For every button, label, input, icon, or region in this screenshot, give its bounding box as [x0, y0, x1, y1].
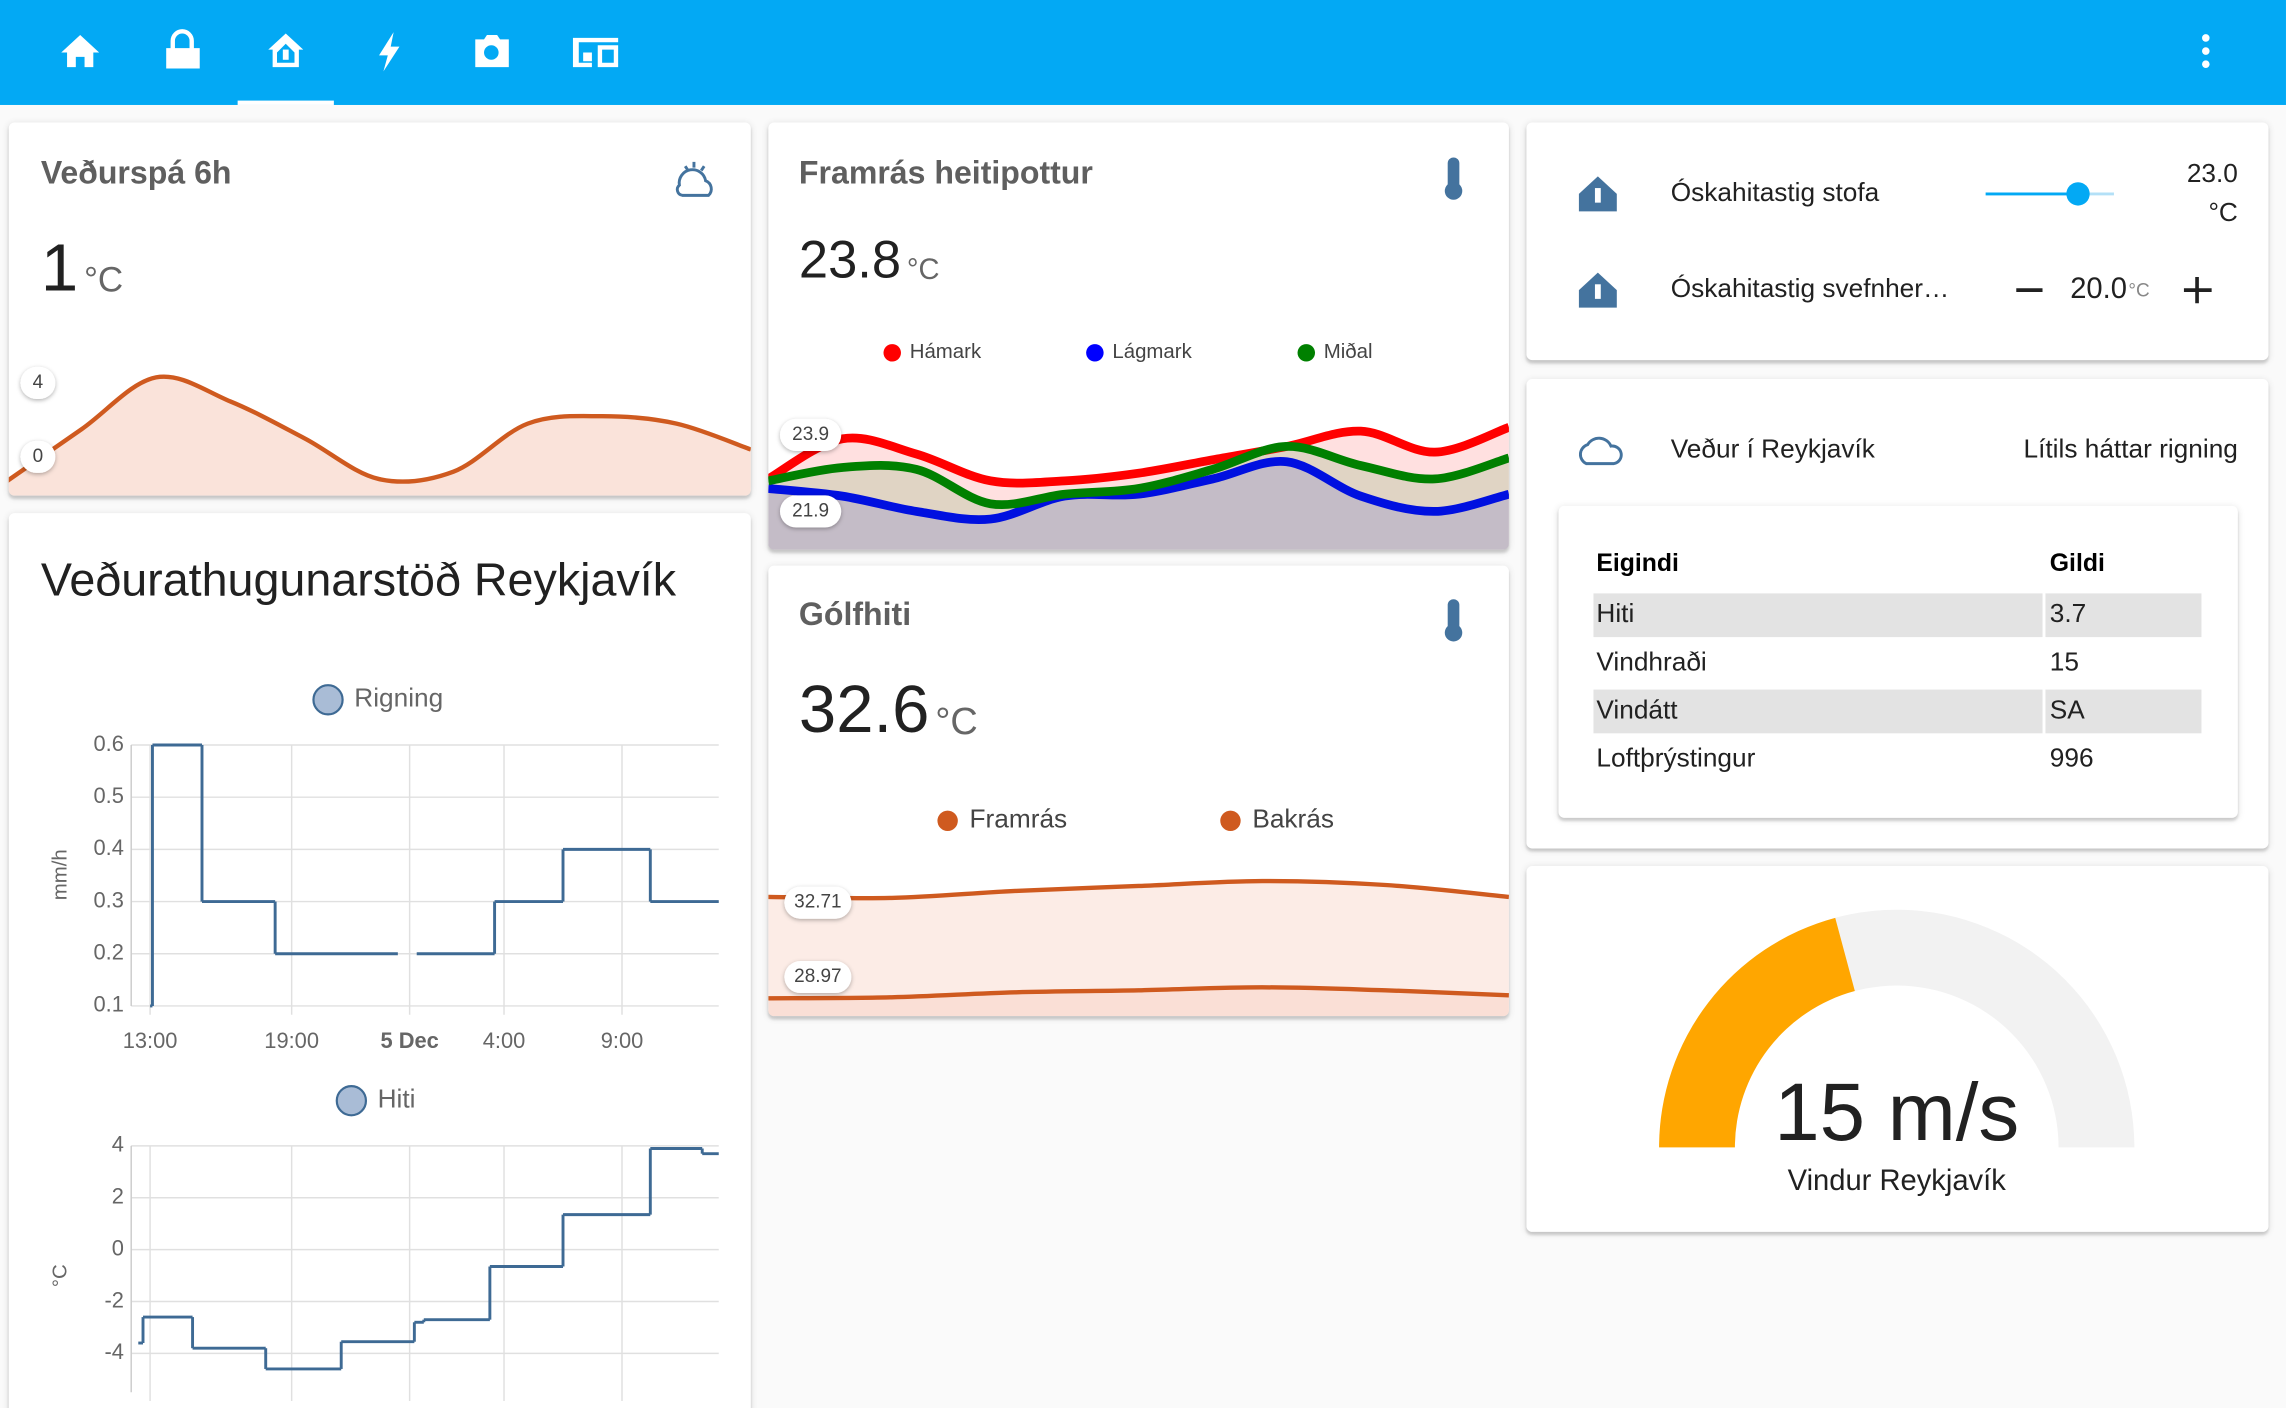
y-tick-label: 21.9 [792, 500, 829, 521]
entity-name: Óskahitastig stofa [1671, 177, 1880, 207]
table-cell: 996 [2050, 743, 2094, 773]
y-tick-label: -4 [104, 1339, 123, 1364]
menu-dot[interactable] [2202, 34, 2210, 42]
y-tick-label: 23.9 [792, 424, 829, 445]
tab-icons[interactable] [61, 29, 2209, 105]
table-cell: Loftþrýstingur [1596, 743, 1755, 773]
card-title: Veðurathugunarstöð Reykjavík [41, 553, 677, 605]
legend-label: Lágmark [1112, 341, 1192, 363]
gauge-name: Vindur Reykjavík [1788, 1165, 2007, 1197]
table-header: Gildi [2050, 550, 2105, 577]
entity-name: Veður í Reykjavík [1671, 433, 1876, 463]
card-title: Gólfhiti [799, 596, 911, 632]
y-tick-label: 0.6 [94, 731, 124, 756]
y-tick-label: 0 [112, 1235, 124, 1260]
x-tick-label: 9:00 [601, 1028, 644, 1053]
tab-active-indicator [238, 101, 334, 105]
thermostat-icon [1579, 273, 1617, 308]
tab-energy[interactable] [379, 32, 399, 71]
sensor-unit: °C [935, 701, 978, 743]
menu-dot[interactable] [2202, 60, 2210, 68]
tick-pill: 28.97 [784, 961, 851, 993]
setpoint-unit: °C [2128, 281, 2149, 302]
gauge-value: 15 m/s [1774, 1067, 2019, 1158]
table-cell: Hiti [1596, 598, 1634, 628]
thermostat-icon [1579, 176, 1617, 211]
y-tick-label: 28.97 [794, 966, 841, 987]
table-cell: Vindátt [1596, 694, 1678, 724]
legend-dot [1220, 811, 1240, 831]
forecast-icon [677, 162, 711, 196]
menu-dot[interactable] [2202, 47, 2210, 55]
table-cell: Vindhraði [1596, 646, 1706, 676]
card-title: Framrás heitipottur [799, 154, 1093, 190]
x-tick-label: 13:00 [123, 1028, 178, 1053]
setpoint-value: 23.0 [2187, 158, 2238, 188]
legend-dot [1086, 344, 1103, 361]
y-tick-label: 0.4 [94, 835, 124, 860]
y-tick-label: 0.3 [94, 887, 124, 912]
x-tick-label: 19:00 [264, 1028, 319, 1053]
setpoint-value: 20.0 [2070, 273, 2127, 305]
y-tick-label: -2 [104, 1287, 123, 1312]
thermometer-icon [1445, 599, 1462, 641]
row-bg [1593, 593, 2042, 637]
y-tick-label: 2 [112, 1184, 124, 1209]
table-cell: SA [2050, 694, 2085, 724]
sensor-unit: °C [84, 260, 123, 299]
tab-thermostat-bar [283, 50, 289, 60]
tab-lock[interactable] [166, 29, 200, 68]
y-tick-label: 0 [33, 446, 44, 467]
y-tick-label: 4 [112, 1132, 124, 1157]
tick-pill: 0 [20, 441, 55, 473]
y-axis-label: mm/h [50, 849, 72, 900]
tick-pill: 21.9 [780, 495, 841, 527]
sensor-unit: °C [907, 254, 940, 286]
slider-knob[interactable] [2066, 182, 2089, 205]
x-tick-label: 5 Dec [380, 1028, 438, 1053]
tab-home[interactable] [61, 35, 99, 67]
table-cell: 15 [2050, 646, 2079, 676]
legend-dot [313, 685, 342, 714]
tick-pill: 32.71 [784, 887, 851, 919]
y-tick-label: 0.1 [94, 992, 124, 1017]
legend-label: Miðal [1324, 341, 1373, 363]
thermometer-icon [1445, 157, 1462, 199]
gauge-unit: m/s [1888, 1067, 2020, 1158]
card-title: Veðurspá 6h [41, 154, 232, 190]
x-tick-label: 4:00 [483, 1028, 526, 1053]
gauge-number: 15 [1774, 1067, 1865, 1158]
y-tick-label: 32.71 [794, 892, 841, 913]
entity-name: Óskahitastig svefnher… [1671, 273, 1950, 303]
legend-label: Rigning [354, 683, 443, 713]
sensor-value: 1 [41, 230, 78, 305]
y-axis-label: °C [50, 1264, 72, 1287]
y-tick-label: 4 [33, 372, 44, 393]
legend-dot [1298, 344, 1315, 361]
tab-devices[interactable] [573, 38, 618, 67]
entity-state: Lítils háttar rigning [2024, 433, 2238, 463]
sensor-value: 32.6 [799, 672, 930, 747]
legend-label: Hámark [910, 341, 982, 363]
table-header: Eigindi [1596, 550, 1679, 577]
legend-label: Hiti [378, 1084, 416, 1114]
tick-pill: 4 [20, 367, 55, 399]
setpoint-unit: °C [2208, 197, 2237, 227]
camera-lens [484, 45, 499, 60]
cloud-icon [1580, 438, 1621, 463]
legend-label: Framrás [970, 804, 1068, 834]
legend-label: Bakrás [1252, 804, 1334, 834]
legend-dot [937, 811, 957, 831]
sensor-value: 23.8 [799, 231, 901, 290]
tick-pill: 23.9 [780, 419, 841, 451]
y-tick-label: 0.2 [94, 940, 124, 965]
legend-dot [883, 344, 900, 361]
table-cell: 3.7 [2050, 598, 2086, 628]
legend-dot [337, 1086, 366, 1115]
y-tick-label: 0.5 [94, 783, 124, 808]
